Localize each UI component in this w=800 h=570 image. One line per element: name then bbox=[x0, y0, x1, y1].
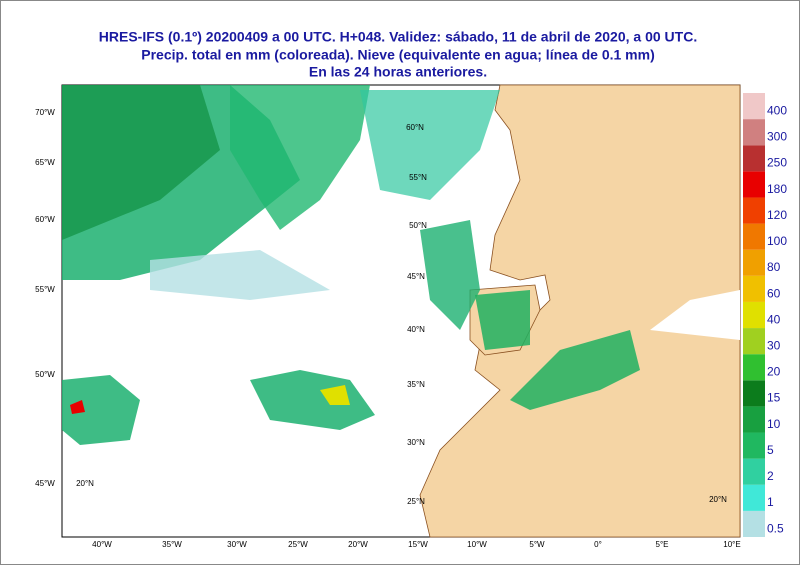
title-line: Precip. total en mm (coloreada). Nieve (… bbox=[141, 47, 655, 63]
legend-label: 5 bbox=[767, 443, 774, 457]
legend-label: 60 bbox=[767, 286, 781, 300]
legend-label: 10 bbox=[767, 417, 781, 431]
map bbox=[61, 84, 741, 538]
legend-swatch bbox=[743, 380, 765, 407]
legend-swatch bbox=[743, 119, 765, 146]
legend-label: 100 bbox=[767, 234, 787, 248]
legend-label: 15 bbox=[767, 391, 781, 405]
latitude-label: 60°N bbox=[406, 123, 424, 132]
left-label: 70°W bbox=[35, 108, 55, 117]
longitude-label: 5°W bbox=[529, 540, 545, 549]
legend-swatch bbox=[743, 249, 765, 276]
latitude-label: 20°N bbox=[76, 479, 94, 488]
legend-label: 0.5 bbox=[767, 521, 784, 535]
legend-label: 20 bbox=[767, 365, 781, 379]
legend-swatch bbox=[743, 406, 765, 433]
left-label: 65°W bbox=[35, 158, 55, 167]
latitude-label: 20°N bbox=[709, 495, 727, 504]
legend-swatch bbox=[743, 484, 765, 511]
legend-swatch bbox=[743, 197, 765, 224]
latitude-label: 45°N bbox=[407, 272, 425, 281]
legend-swatch bbox=[743, 432, 765, 459]
latitude-label: 35°N bbox=[407, 380, 425, 389]
legend-swatch bbox=[743, 275, 765, 302]
legend-label: 1 bbox=[767, 495, 774, 509]
longitude-label: 25°W bbox=[288, 540, 308, 549]
legend-swatch bbox=[743, 458, 765, 485]
legend-swatch bbox=[743, 354, 765, 381]
legend-swatch bbox=[743, 93, 765, 120]
longitude-label: 5°E bbox=[656, 540, 669, 549]
legend-swatch bbox=[743, 301, 765, 329]
latitude-label: 40°N bbox=[407, 325, 425, 334]
legend-label: 30 bbox=[767, 339, 781, 353]
legend-label: 2 bbox=[767, 469, 774, 483]
longitude-label: 20°W bbox=[348, 540, 368, 549]
left-label: 60°W bbox=[35, 215, 55, 224]
legend-swatch bbox=[743, 510, 765, 537]
legend-label: 300 bbox=[767, 130, 787, 144]
longitude-label: 35°W bbox=[162, 540, 182, 549]
title-line: En las 24 horas anteriores. bbox=[309, 64, 487, 80]
latitude-label: 55°N bbox=[409, 173, 427, 182]
left-label: 55°W bbox=[35, 285, 55, 294]
longitude-label: 10°W bbox=[467, 540, 487, 549]
longitude-label: 0° bbox=[594, 540, 602, 549]
legend-label: 120 bbox=[767, 208, 787, 222]
legend-label: 80 bbox=[767, 260, 781, 274]
title-line: HRES-IFS (0.1º) 20200409 a 00 UTC. H+048… bbox=[99, 29, 697, 45]
latitude-label: 25°N bbox=[407, 497, 425, 506]
longitude-label: 40°W bbox=[92, 540, 112, 549]
legend-label: 400 bbox=[767, 103, 787, 117]
left-label: 45°W bbox=[35, 479, 55, 488]
legend-swatch bbox=[743, 328, 765, 355]
left-label: 50°W bbox=[35, 370, 55, 379]
longitude-label: 30°W bbox=[227, 540, 247, 549]
latitude-label: 50°N bbox=[409, 221, 427, 230]
legend-label: 250 bbox=[767, 156, 787, 170]
longitude-label: 15°W bbox=[408, 540, 428, 549]
legend-swatch bbox=[743, 223, 765, 250]
latitude-label: 30°N bbox=[407, 438, 425, 447]
legend-swatch bbox=[743, 145, 765, 172]
legend-label: 180 bbox=[767, 182, 787, 196]
longitude-label: 10°E bbox=[723, 540, 740, 549]
legend-swatch bbox=[743, 171, 765, 198]
legend-label: 40 bbox=[767, 312, 781, 326]
